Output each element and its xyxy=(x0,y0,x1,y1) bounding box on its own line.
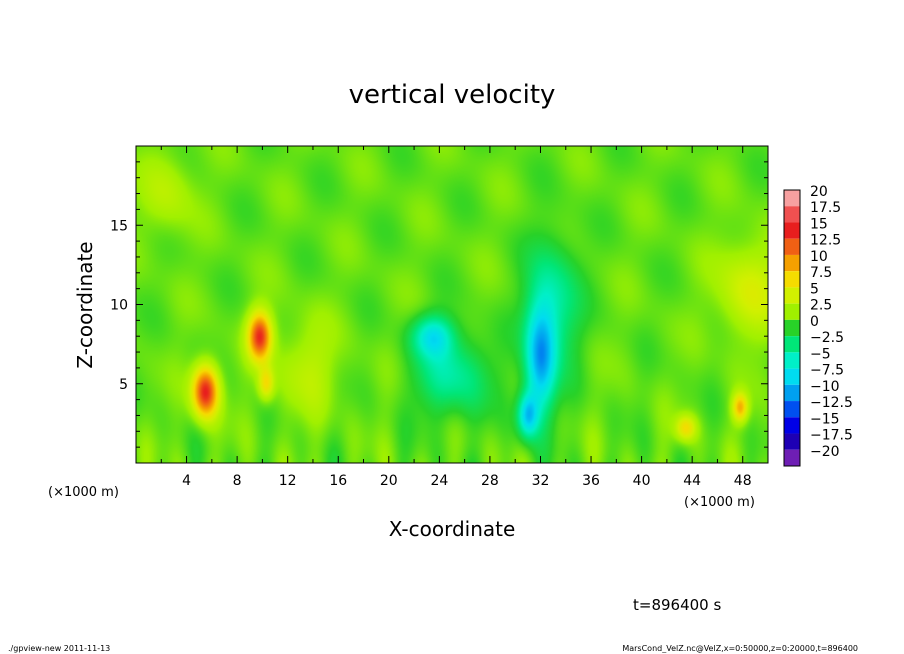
colorbar-frame xyxy=(783,189,801,467)
y-axis-label: Z-coordinate xyxy=(73,241,97,368)
footer-left: ./gpview-new 2011-11-13 xyxy=(8,644,110,653)
colorbar-label: −5 xyxy=(810,346,831,362)
colorbar-label: −20 xyxy=(810,444,840,460)
x-unit-label-left: (×1000 m) xyxy=(48,485,119,500)
colorbar-label: 15 xyxy=(810,216,828,232)
colorbar-swatch xyxy=(784,222,800,239)
x-tick-label: 28 xyxy=(481,473,499,489)
colorbar-label: −2.5 xyxy=(810,330,844,346)
footer-right: MarsCond_VelZ.nc@VelZ,x=0:50000,z=0:2000… xyxy=(622,644,858,653)
colorbar-label: −12.5 xyxy=(810,395,853,411)
x-tick-label: 4 xyxy=(182,473,191,489)
colorbar-swatch xyxy=(784,417,800,434)
colorbar-swatch xyxy=(784,336,800,353)
colorbar-swatch xyxy=(784,319,800,337)
colorbar-label: 7.5 xyxy=(810,265,832,281)
x-axis-label: X-coordinate xyxy=(389,517,516,541)
velocity-field xyxy=(136,146,768,463)
colorbar-swatch xyxy=(784,352,800,369)
colorbar-label: −15 xyxy=(810,411,840,427)
y-tick-label: 15 xyxy=(110,218,128,234)
x-tick-label: 44 xyxy=(683,473,701,489)
colorbar-label: 12.5 xyxy=(810,233,841,249)
colorbar-label: 10 xyxy=(810,249,828,265)
colorbar-swatch xyxy=(784,449,800,466)
colorbar-label: 0 xyxy=(810,314,819,330)
x-tick-label: 16 xyxy=(329,473,347,489)
colorbar-label: 5 xyxy=(810,281,819,297)
x-tick-label: 8 xyxy=(233,473,242,489)
colorbar-swatch xyxy=(784,401,800,418)
colorbar-label: 2.5 xyxy=(810,298,832,314)
plot-area xyxy=(135,145,769,464)
x-axis: 4 8 12 16 20 24 28 32 36 40 44 48 xyxy=(160,146,752,489)
colorbar-label: 20 xyxy=(810,184,828,200)
y-tick-label: 10 xyxy=(110,298,128,314)
colorbar-swatch xyxy=(784,433,800,450)
colorbar-swatch xyxy=(784,206,800,223)
colorbar-label: −17.5 xyxy=(810,428,853,444)
x-tick-label: 48 xyxy=(734,473,752,489)
colorbar-label: −10 xyxy=(810,379,840,395)
y-axis: 5 10 15 xyxy=(110,161,768,448)
colorbar-label: 17.5 xyxy=(810,200,841,216)
x-tick-label: 36 xyxy=(582,473,600,489)
x-tick-label: 32 xyxy=(532,473,550,489)
colorbar-swatch xyxy=(784,384,800,402)
colorbar-swatch xyxy=(784,271,800,288)
x-tick-label: 40 xyxy=(633,473,651,489)
x-unit-label-right: (×1000 m) xyxy=(684,495,755,510)
colorbar-swatch xyxy=(784,254,800,272)
colorbar-swatch xyxy=(784,190,800,207)
colorbar: 2017.51512.5107.552.50−2.5−5−7.5−10−12.5… xyxy=(783,184,853,467)
colorbar-swatch xyxy=(784,238,800,255)
time-label: t=896400 s xyxy=(633,596,721,614)
chart-title: vertical velocity xyxy=(349,80,556,110)
colorbar-swatch xyxy=(784,303,800,320)
x-tick-label: 12 xyxy=(279,473,297,489)
colorbar-label: −7.5 xyxy=(810,363,844,379)
x-tick-label: 24 xyxy=(430,473,448,489)
x-tick-label: 20 xyxy=(380,473,398,489)
y-tick-label: 5 xyxy=(119,377,128,393)
colorbar-swatch xyxy=(784,287,800,304)
colorbar-swatch xyxy=(784,368,800,385)
